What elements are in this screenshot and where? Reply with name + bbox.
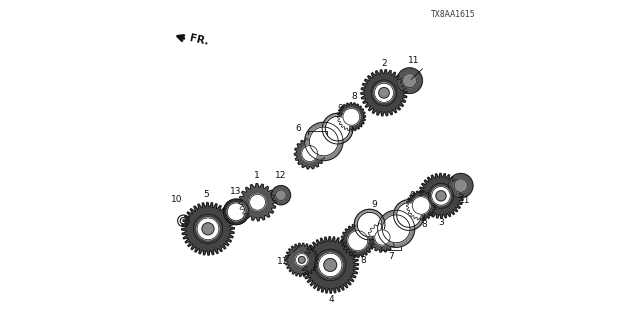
Circle shape (403, 74, 417, 88)
Circle shape (319, 253, 342, 277)
Text: 4: 4 (328, 295, 334, 304)
Text: 12: 12 (275, 172, 287, 180)
Circle shape (223, 199, 249, 225)
Circle shape (394, 200, 424, 230)
Circle shape (202, 223, 214, 235)
Circle shape (397, 68, 422, 93)
Circle shape (348, 231, 368, 251)
Text: 6: 6 (296, 124, 301, 133)
Circle shape (375, 230, 390, 245)
Text: 8: 8 (422, 220, 427, 229)
Circle shape (431, 187, 451, 205)
Circle shape (250, 194, 266, 210)
Circle shape (227, 203, 245, 221)
Circle shape (355, 209, 385, 240)
Polygon shape (285, 243, 319, 276)
Circle shape (310, 127, 339, 156)
Circle shape (324, 259, 337, 271)
Text: 11: 11 (459, 196, 470, 205)
Polygon shape (361, 70, 407, 116)
Circle shape (357, 212, 382, 237)
Text: 5: 5 (204, 190, 209, 199)
Circle shape (302, 146, 317, 162)
Circle shape (436, 191, 446, 201)
Polygon shape (367, 223, 397, 252)
Text: 2: 2 (381, 60, 387, 68)
Text: 9: 9 (337, 104, 342, 113)
Text: 9: 9 (410, 191, 415, 200)
Text: 10: 10 (172, 195, 182, 204)
Circle shape (197, 218, 219, 240)
Polygon shape (337, 103, 365, 131)
Circle shape (271, 186, 291, 205)
Text: 1: 1 (254, 171, 259, 180)
Circle shape (298, 256, 305, 263)
Circle shape (323, 113, 353, 144)
Polygon shape (341, 224, 374, 257)
Text: FR.: FR. (188, 33, 209, 47)
Text: 8: 8 (360, 256, 366, 265)
Circle shape (378, 210, 415, 247)
Circle shape (454, 179, 467, 192)
Text: 13: 13 (230, 188, 242, 196)
Polygon shape (419, 173, 463, 218)
Circle shape (343, 108, 360, 125)
Circle shape (397, 203, 421, 227)
Circle shape (382, 215, 410, 243)
Circle shape (325, 116, 350, 141)
Polygon shape (182, 203, 234, 255)
Circle shape (412, 196, 430, 214)
Circle shape (374, 83, 394, 102)
Circle shape (305, 122, 343, 161)
Circle shape (449, 173, 473, 198)
Circle shape (276, 190, 286, 200)
Text: 8: 8 (352, 92, 357, 101)
Polygon shape (406, 191, 436, 220)
Text: 3: 3 (438, 218, 444, 227)
Circle shape (296, 254, 308, 266)
Polygon shape (302, 237, 358, 293)
Polygon shape (239, 184, 276, 221)
Circle shape (379, 88, 389, 98)
Text: TX8AA1615: TX8AA1615 (431, 10, 475, 19)
Polygon shape (294, 138, 325, 169)
Text: 11: 11 (408, 56, 419, 65)
Text: 9: 9 (371, 200, 376, 209)
Text: 11: 11 (278, 257, 289, 266)
Text: 7: 7 (388, 252, 394, 261)
